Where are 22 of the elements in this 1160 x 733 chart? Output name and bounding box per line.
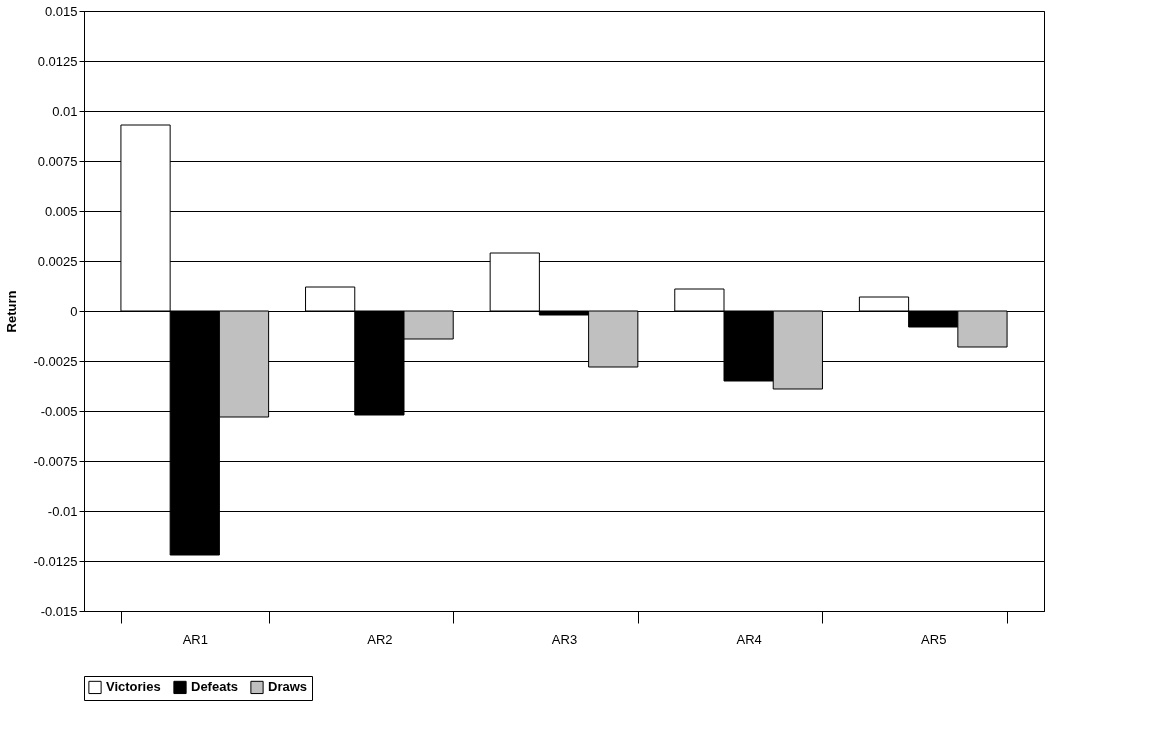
y-tick-label: 0.005 (44, 203, 78, 219)
y-tick-label: -0.0125 (33, 553, 78, 569)
x-tick-label: AR2 (367, 631, 393, 647)
y-tick-label: -0.015 (40, 603, 78, 619)
y-tick-label: 0.0025 (37, 253, 78, 269)
y-tick-label: -0.005 (40, 403, 78, 419)
y-tick-label: 0.0125 (37, 53, 78, 69)
legend-label: Draws (268, 679, 308, 695)
y-tick-label: 0 (70, 303, 78, 319)
y-tick-label: -0.0025 (33, 353, 78, 369)
x-tick-label: AR4 (736, 631, 762, 647)
x-tick-label: AR1 (182, 631, 208, 647)
y-tick-label: 0.0075 (37, 153, 78, 169)
y-tick-label: -0.01 (47, 503, 78, 519)
y-tick-label: -0.0075 (33, 453, 78, 469)
y-tick-label: 0.01 (52, 103, 78, 119)
y-tick-label: 0.015 (44, 3, 78, 19)
legend-label: Defeats (191, 679, 238, 695)
x-tick-label: AR5 (921, 631, 947, 647)
y-axis-title: Return (4, 290, 20, 333)
x-tick-label: AR3 (551, 631, 578, 647)
legend-label: Victories (106, 679, 161, 695)
